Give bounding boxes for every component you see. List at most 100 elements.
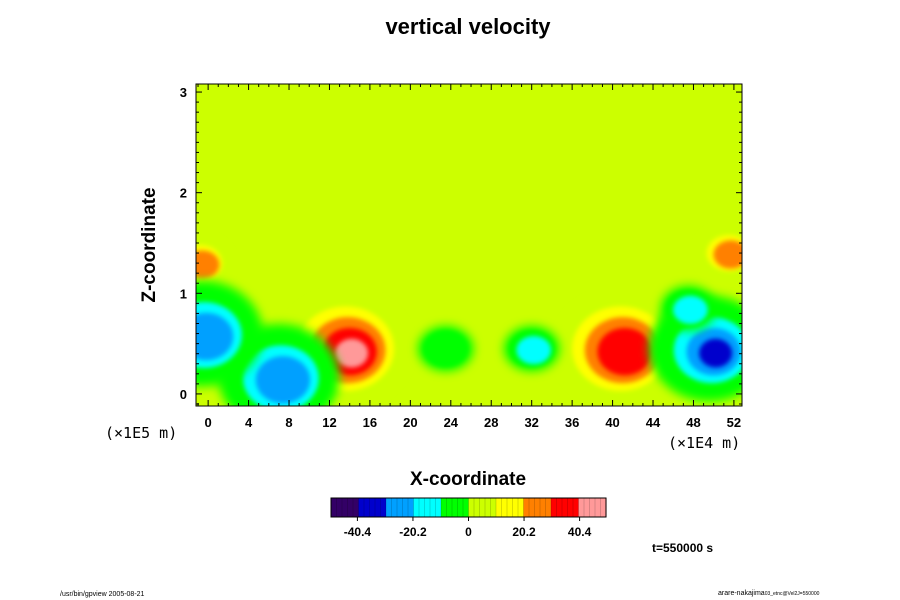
x-tick-label: 44: [646, 415, 661, 430]
colorbar-segment: [347, 498, 354, 517]
colorbar: -40.4 -20.2 0 20.2 40.4: [330, 497, 607, 539]
x-tick-label: 4: [245, 415, 253, 430]
colorbar-segment: [556, 498, 563, 517]
colorbar-segment: [364, 498, 371, 517]
x-tick-label: 12: [322, 415, 336, 430]
colorbar-segment: [397, 498, 404, 517]
x-tick-label: 32: [524, 415, 538, 430]
colorbar-segment: [529, 498, 536, 517]
colorbar-segment: [540, 498, 547, 517]
colorbar-segment: [479, 498, 486, 517]
footer-author-file: 03_etnc@Vel2J=550000: [764, 591, 820, 597]
colorbar-segment: [380, 498, 387, 517]
x-axis-label: X-coordinate: [409, 469, 527, 490]
y-tick-label: 2: [180, 186, 187, 201]
colorbar-segment: [424, 498, 431, 517]
colorbar-segment: [402, 498, 409, 517]
x-tick-label: 48: [686, 415, 700, 430]
colorbar-segment: [523, 498, 530, 517]
chart-title: vertical velocity: [385, 14, 551, 39]
colorbar-segment: [342, 498, 349, 517]
colorbar-tick-label: -40.4: [344, 525, 372, 539]
heatmap-contour: [673, 295, 708, 325]
colorbar-segment: [562, 498, 569, 517]
colorbar-segment: [386, 498, 393, 517]
colorbar-segment: [595, 498, 602, 517]
colorbar-segment: [545, 498, 552, 517]
colorbar-segment: [490, 498, 497, 517]
colorbar-segment: [551, 498, 558, 517]
heatmap-contour: [255, 356, 311, 404]
colorbar-segment: [496, 498, 503, 517]
colorbar-tick-label: -20.2: [399, 525, 427, 539]
x-tick-label: 24: [444, 415, 459, 430]
heatmap-contour: [423, 330, 468, 367]
colorbar-segment: [336, 498, 343, 517]
colorbar-segment: [567, 498, 574, 517]
y-tick-label: 1: [180, 286, 187, 301]
colorbar-segment: [501, 498, 508, 517]
colorbar-segment: [518, 498, 525, 517]
colorbar-segment: [430, 498, 437, 517]
colorbar-segment: [419, 498, 426, 517]
heatmap-field: [196, 84, 742, 406]
colorbar-segment: [446, 498, 453, 517]
x-tick-label: 36: [565, 415, 579, 430]
x-axis: 0 4 8 12 16 20 24 28 32 36 40 44 48 52: [197, 84, 741, 430]
colorbar-segment: [353, 498, 360, 517]
colorbar-segment: [441, 498, 448, 517]
colorbar-segment: [512, 498, 519, 517]
colorbar-segment: [573, 498, 580, 517]
heatmap-cell-updraft: [560, 295, 682, 402]
colorbar-segment: [485, 498, 492, 517]
colorbar-tick-label: 40.4: [568, 525, 592, 539]
heatmap-contour: [196, 312, 234, 361]
heatmap-cell-downdraft: [417, 326, 474, 372]
footer-command: /usr/bin/gpview 2005-08-21: [60, 591, 145, 598]
y-axis: 0 1 2 3: [180, 85, 742, 405]
colorbar-segment: [457, 498, 464, 517]
colorbar-segment: [331, 498, 338, 517]
colorbar-segment: [413, 498, 420, 517]
footer-author-name: arare-nakajima: [718, 590, 765, 597]
colorbar-segment: [463, 498, 470, 517]
x-tick-label: 20: [403, 415, 417, 430]
colorbar-segment: [391, 498, 398, 517]
heatmap-contour: [597, 327, 652, 376]
colorbar-tick-label: 20.2: [512, 525, 536, 539]
colorbar-segment: [358, 498, 365, 517]
x-tick-label: 40: [605, 415, 619, 430]
heatmap-contour: [713, 240, 742, 269]
colorbar-segment: [578, 498, 585, 517]
colorbar-segment: [507, 498, 514, 517]
footer-author: arare-nakajima03_etnc@Vel2J=550000: [718, 590, 819, 597]
heatmap-cell-updraft: [196, 240, 228, 286]
plot-frame: [195, 83, 743, 407]
colorbar-segment: [375, 498, 382, 517]
colorbar-segment: [408, 498, 415, 517]
colorbar-segment: [584, 498, 591, 517]
colorbar-segment: [474, 498, 481, 517]
x-tick-label: 16: [363, 415, 377, 430]
heatmap-cell-downdraft: [196, 280, 263, 387]
y-tick-label: 0: [180, 387, 187, 402]
heatmap-contour: [335, 338, 369, 368]
time-label: t=550000 s: [652, 541, 714, 555]
colorbar-segment: [369, 498, 376, 517]
colorbar-tick-label: 0: [465, 525, 472, 539]
x-axis-unit: (×1E4 m): [668, 434, 741, 452]
x-tick-label: 8: [285, 415, 292, 430]
colorbar-segment: [435, 498, 442, 517]
heatmap-cell-updraft: [701, 230, 742, 276]
colorbar-segment: [452, 498, 459, 517]
x-tick-label: 52: [727, 415, 741, 430]
colorbar-segment: [468, 498, 475, 517]
colorbar-segment: [534, 498, 541, 517]
heatmap-contour: [196, 250, 220, 279]
y-tick-label: 3: [180, 85, 187, 100]
heatmap-contour: [699, 338, 733, 368]
heatmap-cell-downdraft: [660, 285, 717, 332]
colorbar-segment: [589, 498, 596, 517]
heatmap-contour: [516, 336, 552, 365]
